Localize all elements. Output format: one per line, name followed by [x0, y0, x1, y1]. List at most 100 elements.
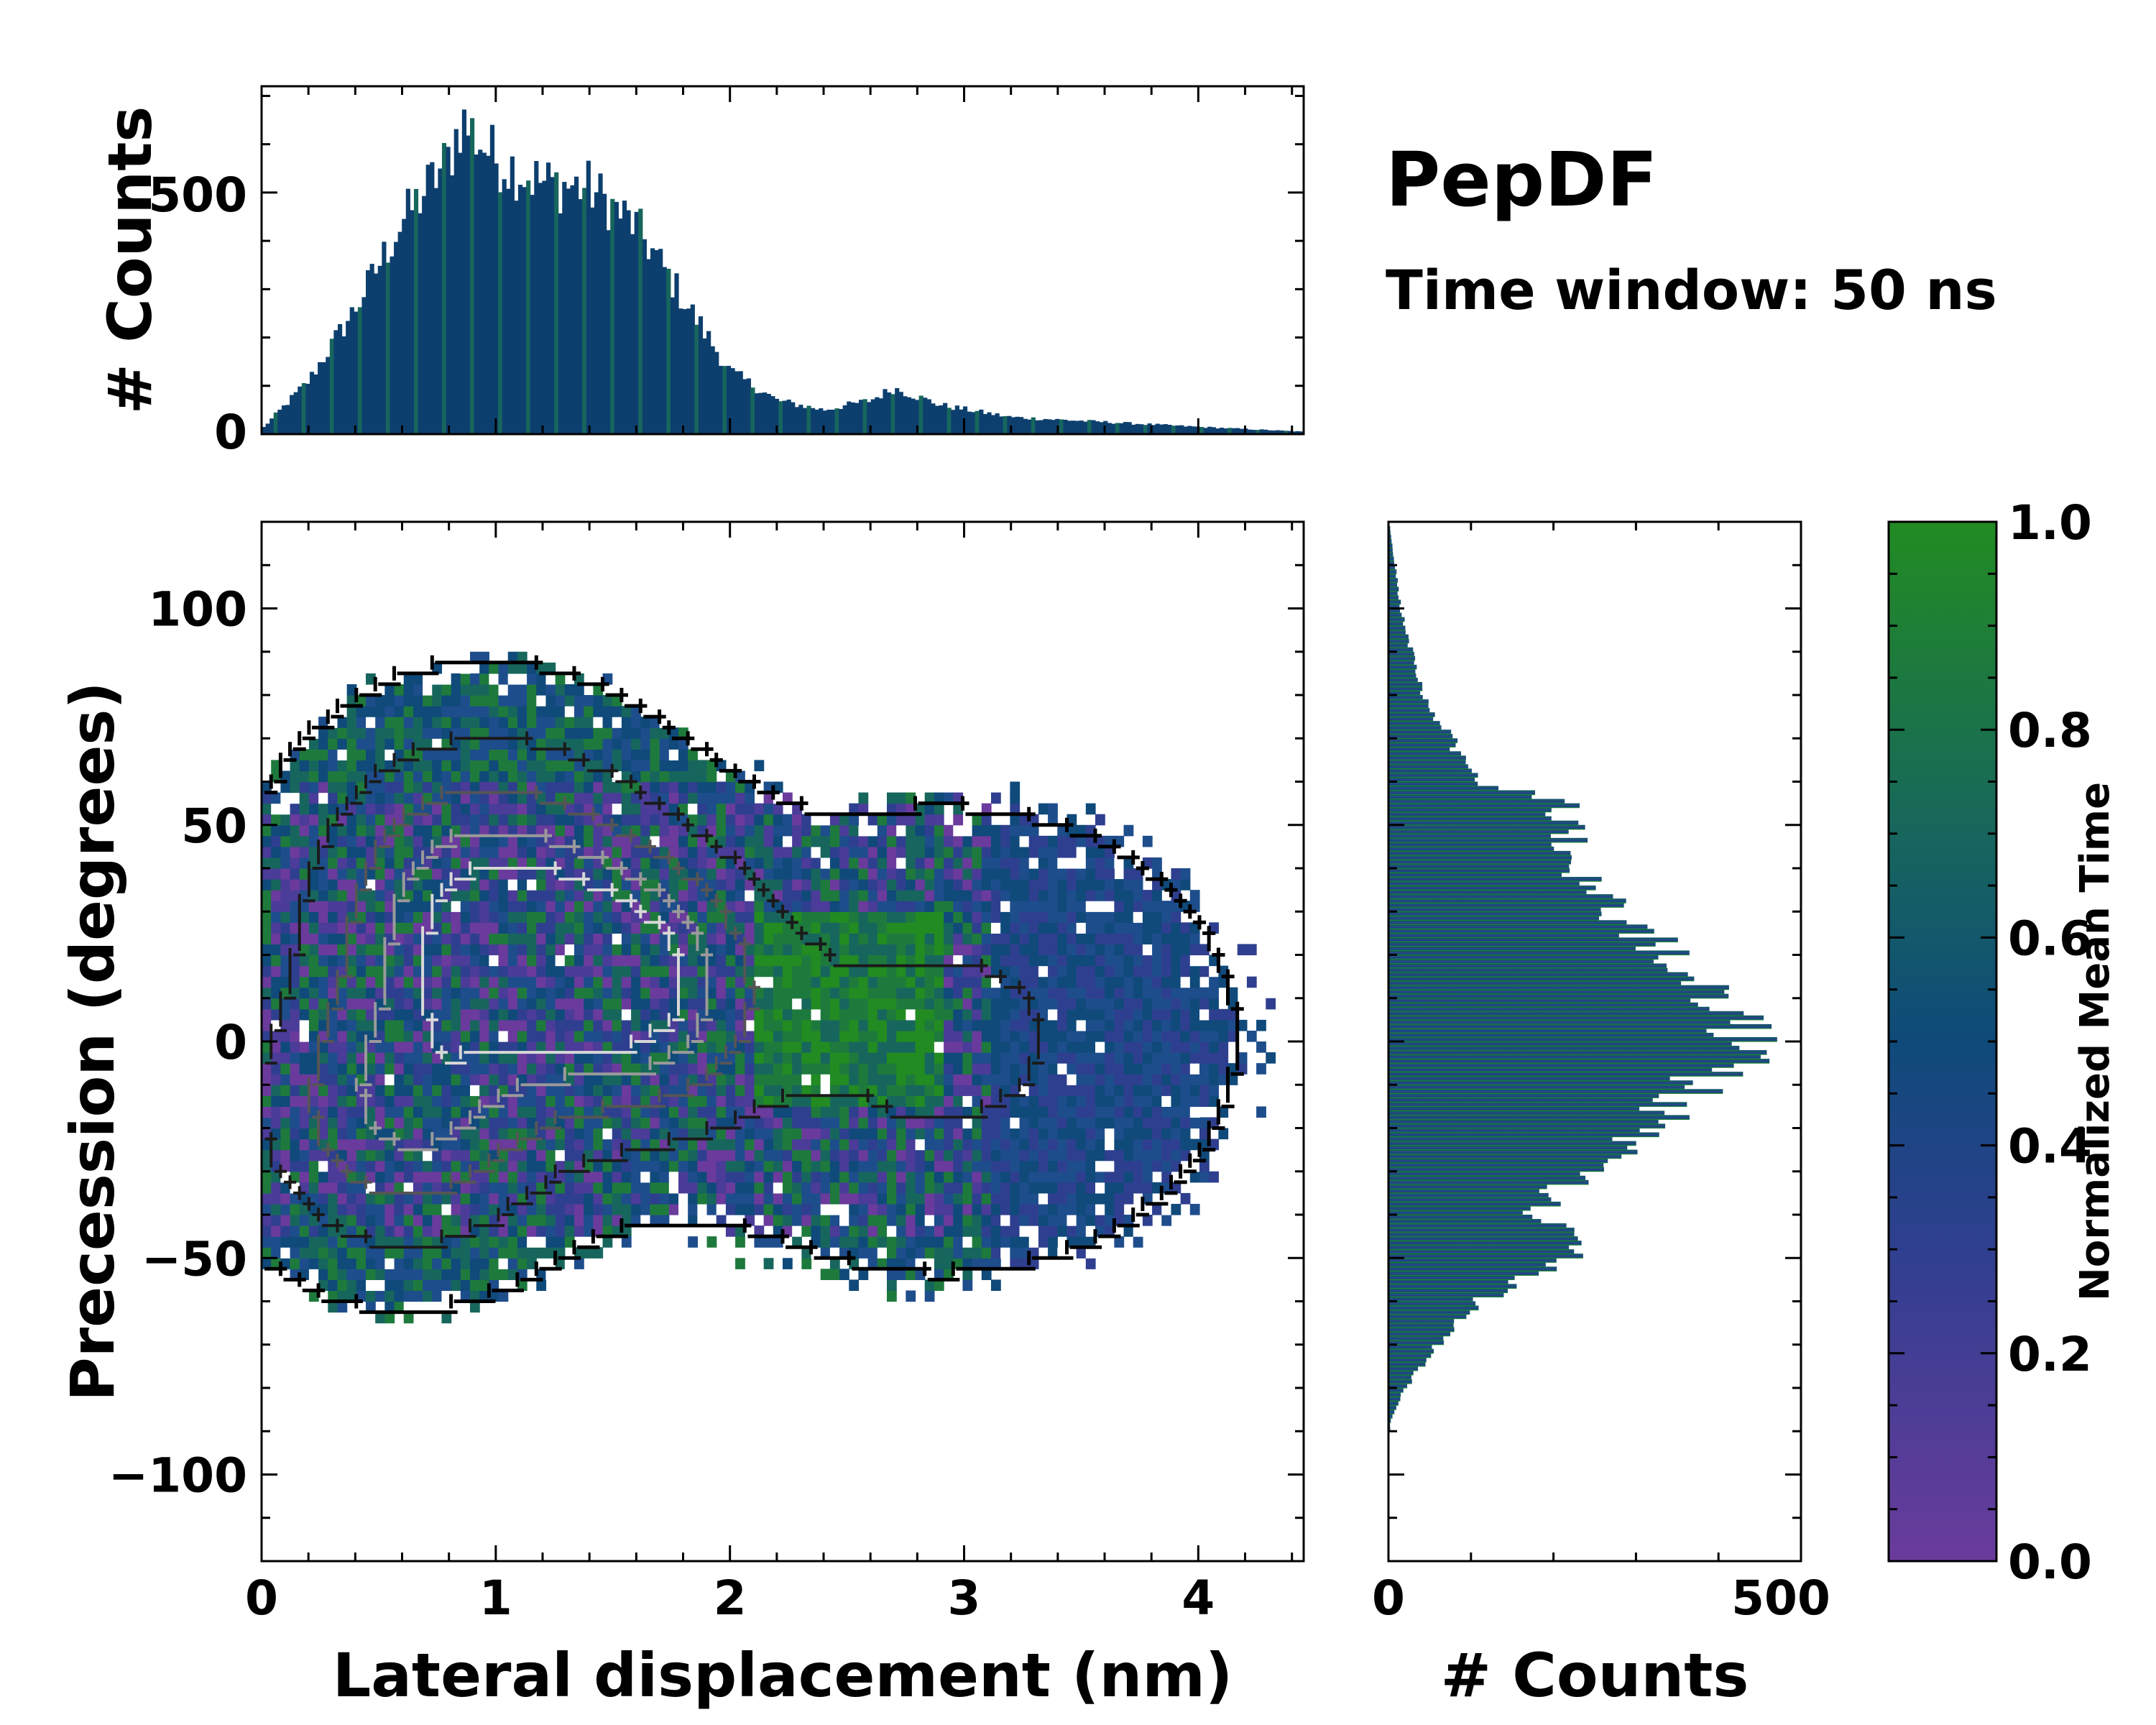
heatmap-cell [470, 998, 480, 1010]
heatmap-cell [403, 1290, 414, 1302]
top-hist-bar [438, 168, 443, 434]
heatmap-cell [962, 1182, 973, 1194]
heatmap-cell [346, 824, 357, 837]
heatmap-cell [896, 1236, 906, 1248]
heatmap-cell [896, 1117, 906, 1129]
heatmap-cell [811, 1138, 821, 1151]
heatmap-cell [896, 1192, 906, 1205]
heatmap-cell [394, 1160, 405, 1172]
heatmap-cell [896, 911, 906, 923]
heatmap-cell [650, 727, 660, 739]
heatmap-cell [507, 868, 518, 880]
heatmap-cell [1057, 1160, 1068, 1172]
heatmap-cell [1142, 987, 1153, 999]
heatmap-cell [1152, 1008, 1162, 1021]
heatmap-cell [773, 1225, 783, 1237]
heatmap-cell [375, 1149, 385, 1162]
heatmap-cell [1048, 1149, 1058, 1162]
heatmap-cell [839, 1030, 849, 1042]
top-hist-bar [1071, 420, 1076, 434]
heatmap-cell [612, 695, 622, 707]
heatmap-cell [1123, 922, 1134, 934]
heatmap-cell [280, 1019, 291, 1031]
heatmap-cell [688, 911, 698, 923]
heatmap-cell [536, 965, 547, 978]
heatmap-cell [593, 1225, 604, 1237]
heatmap-cell [394, 1095, 405, 1107]
heatmap-cell [621, 944, 632, 956]
heatmap-cell [507, 1030, 518, 1042]
heatmap-cell [763, 792, 774, 804]
heatmap-cell [555, 1138, 566, 1151]
heatmap-cell [470, 835, 480, 847]
heatmap-cell [564, 1095, 575, 1107]
heatmap-cell [384, 1030, 395, 1042]
heatmap-cell [934, 965, 944, 978]
heatmap-cell [640, 890, 651, 901]
heatmap-cell [640, 911, 651, 923]
heatmap-cell [1133, 954, 1143, 967]
heatmap-cell [887, 1247, 897, 1259]
heatmap-cell [735, 814, 745, 826]
heatmap-cell [792, 933, 802, 945]
heatmap-cell [612, 954, 622, 967]
heatmap-cell [564, 1160, 575, 1172]
heatmap-cell [1057, 857, 1068, 869]
heatmap-cell [1161, 987, 1172, 999]
heatmap-cell [887, 944, 897, 956]
heatmap-cell [346, 846, 357, 858]
heatmap-cell [991, 868, 1001, 880]
heatmap-cell [820, 1085, 831, 1096]
heatmap-cell [346, 922, 357, 934]
heatmap-cell [394, 846, 405, 858]
heatmap-cell [460, 868, 471, 880]
top-hist-bar [1251, 430, 1256, 434]
heatmap-cell [678, 1095, 688, 1107]
heatmap-cell [555, 998, 566, 1010]
heatmap-cell [1076, 965, 1087, 978]
heatmap-cell [754, 1192, 765, 1205]
heatmap-cell [887, 1171, 897, 1183]
top-hist-bar [354, 311, 359, 434]
top-hist-bar [1259, 429, 1264, 434]
heatmap-cell [944, 922, 954, 934]
heatmap-cell [934, 1041, 944, 1053]
heatmap-cell [498, 901, 509, 912]
heatmap-cell [271, 1030, 281, 1042]
heatmap-cell [906, 879, 916, 891]
heatmap-cell [688, 890, 698, 901]
heatmap-cell [384, 814, 395, 826]
heatmap-cell [489, 1095, 499, 1107]
heatmap-cell [697, 1085, 708, 1096]
heatmap-cell [972, 1052, 982, 1064]
heatmap-cell [1142, 911, 1153, 923]
heatmap-cell [280, 824, 291, 837]
heatmap-cell [564, 695, 575, 707]
heatmap-cell [896, 857, 906, 869]
heatmap-cell [716, 1215, 727, 1226]
heatmap-cell [441, 1301, 452, 1313]
heatmap-cell [584, 944, 594, 956]
heatmap-cell [1114, 1106, 1125, 1118]
heatmap-cell [545, 1192, 556, 1205]
heatmap-cell [1114, 976, 1125, 988]
heatmap-cell [934, 1225, 944, 1237]
heatmap-cell [574, 1030, 584, 1042]
heatmap-cell [479, 1247, 489, 1259]
heatmap-cell [384, 1074, 395, 1085]
heatmap-cell [1000, 1128, 1010, 1140]
heatmap-cell [423, 879, 433, 891]
heatmap-cell [991, 1074, 1001, 1085]
heatmap-cell [1152, 890, 1162, 901]
heatmap-cell [678, 814, 688, 826]
heatmap-cell [811, 1030, 821, 1042]
heatmap-cell [1133, 846, 1143, 858]
heatmap-cell [640, 857, 651, 869]
heatmap-cell [337, 911, 348, 923]
top-hist-bar [830, 409, 836, 434]
heatmap-cell [1114, 1215, 1125, 1226]
heatmap-cell [394, 1128, 405, 1140]
heatmap-cell [678, 1117, 688, 1129]
heatmap-cell [545, 1225, 556, 1237]
heatmap-cell [801, 1138, 812, 1151]
